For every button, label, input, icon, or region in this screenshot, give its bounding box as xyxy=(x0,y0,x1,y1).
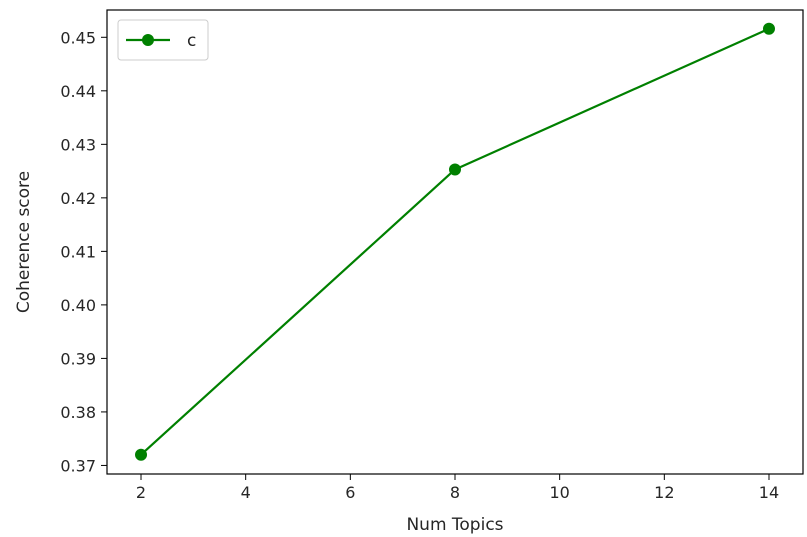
x-tick-label: 12 xyxy=(654,483,674,502)
y-tick-label: 0.39 xyxy=(60,349,96,368)
y-tick-label: 0.41 xyxy=(60,242,96,261)
y-tick-label: 0.42 xyxy=(60,189,96,208)
y-tick-label: 0.40 xyxy=(60,296,96,315)
x-tick-label: 2 xyxy=(136,483,146,502)
series-layer xyxy=(135,22,775,461)
legend-label: c xyxy=(187,31,196,51)
y-tick-label: 0.37 xyxy=(60,456,96,475)
legend-marker xyxy=(142,34,154,46)
y-axis-label: Coherence score xyxy=(14,171,34,313)
y-axis-ticks: 0.37 0.38 0.39 0.40 0.41 0.42 0.43 0.44 0.45 xyxy=(60,28,107,475)
y-tick-label: 0.43 xyxy=(60,135,96,154)
x-tick-label: 10 xyxy=(549,483,569,502)
x-tick-label: 6 xyxy=(345,483,355,502)
x-tick-label: 4 xyxy=(241,483,251,502)
x-tick-label: 14 xyxy=(759,483,779,502)
y-tick-label: 0.45 xyxy=(60,28,96,47)
y-tick-label: 0.38 xyxy=(60,403,96,422)
data-point xyxy=(449,163,461,176)
data-point xyxy=(135,448,148,461)
x-tick-label: 8 xyxy=(450,483,460,502)
legend: c xyxy=(117,19,209,61)
y-tick-label: 0.44 xyxy=(60,82,96,101)
data-point xyxy=(762,22,775,35)
x-axis-label: Num Topics xyxy=(406,515,503,535)
x-axis-ticks: 2 4 6 8 10 12 14 xyxy=(136,474,779,502)
